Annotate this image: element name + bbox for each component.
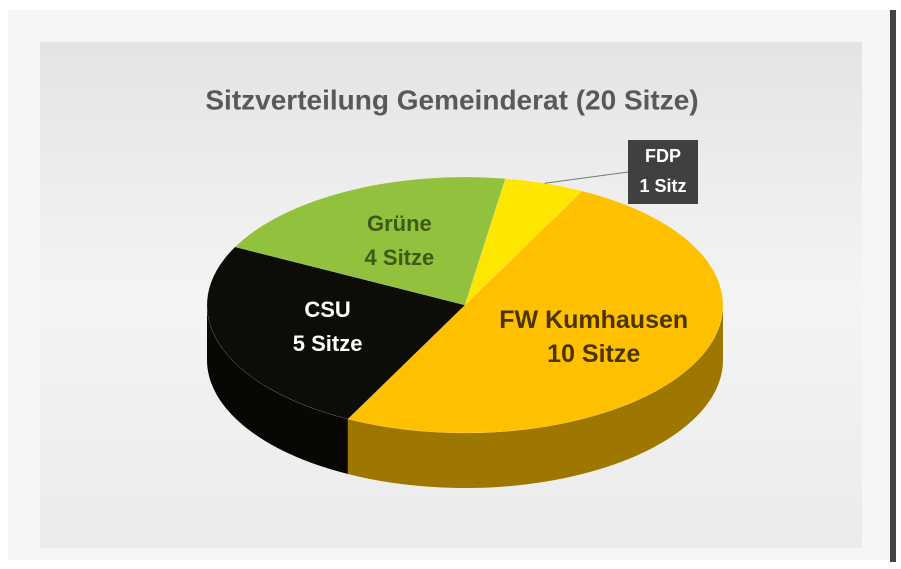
slice	[234, 176, 506, 306]
leader-line	[544, 171, 629, 184]
slice-value-label: 1 Sitz	[639, 176, 686, 196]
slice-label: FDP	[645, 146, 681, 166]
slice-value-label: 10 Sitze	[547, 340, 640, 368]
slice-value-label: 5 Sitze	[293, 331, 363, 356]
chart-title: Sitzverteilung Gemeinderat (20 Sitze)	[205, 84, 698, 115]
slice-side	[347, 305, 723, 488]
slice	[464, 178, 583, 306]
slice-label: FW Kumhausen	[499, 306, 688, 334]
slice-side	[207, 305, 348, 475]
pie-labels: FDP 1 Sitz FW Kumhausen 10 Sitze CSU 5 Sitze G…	[293, 140, 698, 368]
slice-value-label: 4 Sitze	[365, 245, 435, 270]
pie-tops	[206, 176, 724, 434]
label-box	[628, 140, 698, 204]
slice	[206, 246, 466, 420]
slice-label: CSU	[304, 297, 350, 322]
slice	[347, 190, 724, 434]
pie-sides	[207, 305, 723, 488]
pie: FDP 1 Sitz FW Kumhausen 10 Sitze CSU 5 Sitze G…	[206, 140, 724, 488]
frame-edge	[890, 10, 896, 562]
slice-label: Grüne	[367, 211, 432, 236]
